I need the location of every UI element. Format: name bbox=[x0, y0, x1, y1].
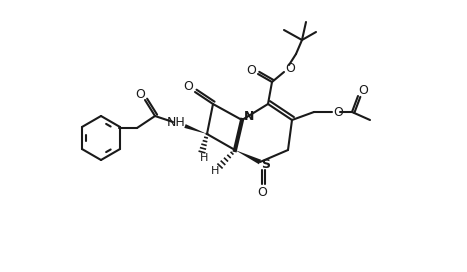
Text: O: O bbox=[333, 106, 343, 119]
Text: S: S bbox=[262, 157, 270, 171]
Text: O: O bbox=[183, 81, 193, 94]
Text: O: O bbox=[135, 88, 145, 100]
Text: O: O bbox=[285, 61, 295, 75]
Polygon shape bbox=[184, 124, 207, 134]
Polygon shape bbox=[235, 150, 261, 164]
Text: O: O bbox=[246, 63, 256, 76]
Text: O: O bbox=[257, 186, 267, 199]
Text: O: O bbox=[358, 84, 368, 97]
Text: H: H bbox=[211, 166, 219, 176]
Text: N: N bbox=[244, 110, 254, 122]
Text: NH: NH bbox=[167, 116, 185, 128]
Text: H: H bbox=[200, 153, 208, 163]
